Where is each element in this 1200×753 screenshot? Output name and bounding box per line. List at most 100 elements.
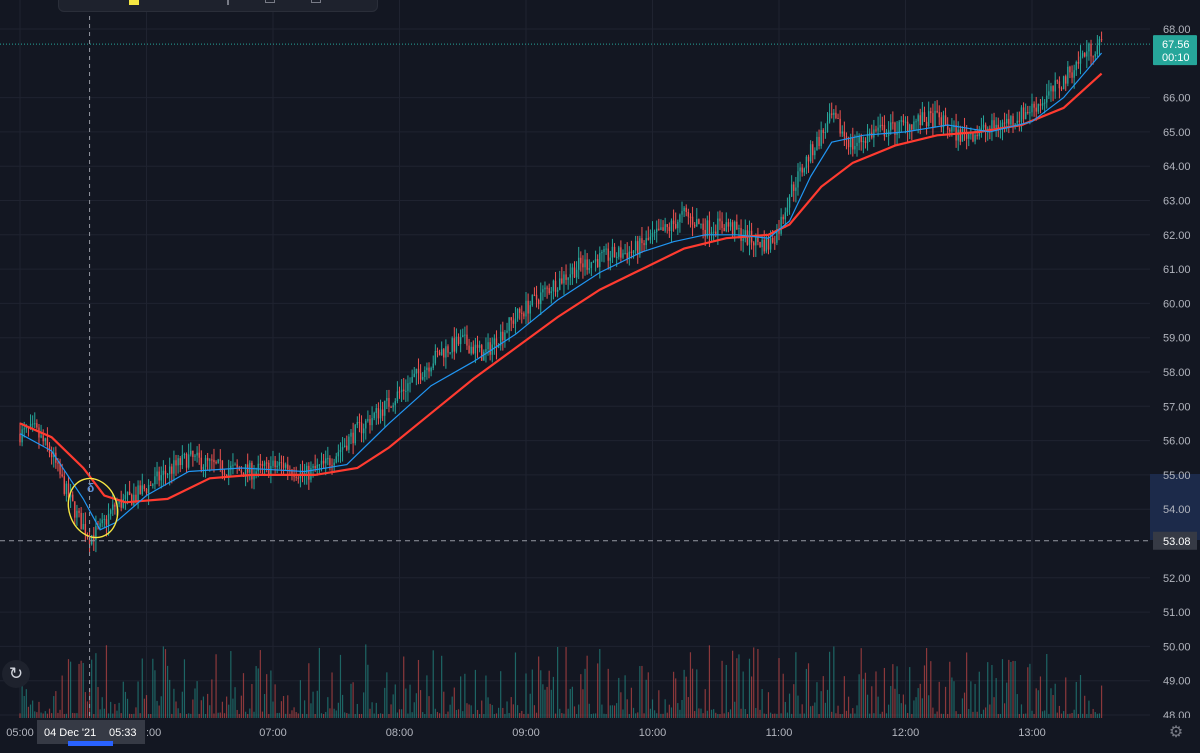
candle-body [531, 294, 534, 306]
color-swatch-button[interactable] [129, 0, 139, 5]
candle-body [253, 475, 255, 480]
volume-bar [354, 713, 356, 718]
candle-body [1054, 80, 1056, 92]
candle-body [847, 139, 850, 148]
candle-body [696, 219, 698, 227]
candle-body [605, 248, 607, 250]
volume-bar [70, 661, 72, 718]
volume-bar [795, 652, 797, 718]
reset-chart-button[interactable]: ↻ [2, 660, 30, 688]
candle-body [656, 228, 658, 232]
volume-bar [554, 713, 557, 718]
candle-body [852, 137, 854, 150]
candle-body [755, 235, 757, 246]
candle-body [162, 470, 165, 476]
candle-body [1075, 61, 1077, 71]
time-tick-label: 09:00 [512, 727, 540, 739]
volume-bar [755, 708, 757, 718]
volume-bar [240, 695, 242, 718]
candle-body [42, 435, 44, 442]
price-tick-label: 58.00 [1163, 367, 1191, 379]
volume-bar [1060, 713, 1063, 718]
volume-bar [453, 687, 455, 718]
time-tick-label: 11:00 [766, 727, 793, 739]
volume-bar [744, 708, 746, 718]
volume-bar [34, 711, 36, 718]
settings-button[interactable]: ⚙ [1165, 722, 1187, 744]
candle-body [327, 458, 329, 460]
price-tick-label: 63.00 [1163, 196, 1191, 208]
tool-3-button[interactable] [311, 0, 321, 3]
volume-bar [259, 650, 261, 718]
volume-bar [928, 695, 930, 718]
candle-body [398, 391, 401, 393]
volume-bar [141, 658, 143, 718]
volume-bar [257, 668, 259, 718]
volume-bar [249, 708, 251, 718]
volume-bar [561, 713, 563, 718]
volume-bar [925, 648, 928, 718]
candle-body [303, 472, 306, 475]
candle-body [443, 349, 445, 358]
candle-body [599, 252, 601, 268]
candle-body [767, 238, 770, 250]
volume-bar [462, 711, 464, 718]
candle-body [249, 462, 251, 473]
candle-body [160, 475, 162, 481]
candle-body [995, 124, 997, 129]
volume-bar [192, 699, 194, 718]
candle-body [101, 519, 103, 524]
volume-bar [1010, 661, 1012, 718]
candle-body [786, 207, 789, 213]
volume-bar [460, 676, 462, 718]
volume-bar [885, 713, 888, 718]
candle-body [712, 231, 715, 233]
candle-body [763, 239, 765, 252]
volume-bar [721, 660, 723, 718]
candle-body [346, 445, 348, 450]
tool-2-button[interactable] [265, 0, 275, 3]
price-axis[interactable]: 68.00 66.00 65.00 64.00 63.00 62.00 61.00 60.00… [1150, 0, 1200, 722]
volume-bar [251, 684, 253, 718]
price-tick-label: 49.00 [1163, 676, 1191, 688]
volume-bar [502, 707, 504, 718]
candle-body [725, 222, 727, 232]
candle-body [968, 133, 970, 139]
volume-bar [957, 713, 959, 718]
volume-bar [909, 667, 911, 718]
candle-body [518, 308, 521, 313]
candle-body [179, 458, 181, 466]
volume-bar [476, 709, 479, 718]
candle-body [582, 263, 584, 268]
time-axis[interactable]: 05:00:00 07:00 08:00 09:00 10:00 11:00 12:00 13… [0, 718, 1200, 753]
volume-bar [331, 672, 333, 718]
volume-bar [236, 709, 238, 718]
candle-body [1006, 118, 1008, 124]
candle-body [738, 228, 740, 230]
candle-body [206, 457, 209, 461]
candle-body [489, 342, 491, 355]
volume-bar [483, 713, 485, 718]
candle-body [126, 491, 129, 496]
volume-bar [339, 654, 342, 718]
candle-body [569, 274, 571, 278]
volume-bar [879, 713, 881, 718]
volume-bar [1086, 713, 1088, 718]
volume-bar [949, 661, 951, 718]
candle-body [940, 117, 943, 128]
volume-bar [1006, 682, 1008, 718]
candle-body [567, 277, 569, 280]
candle-body [504, 332, 506, 341]
time-tick-label: 05:00 [6, 727, 34, 739]
volume-bar [628, 714, 630, 718]
candle-body [647, 238, 649, 240]
volume-bar [677, 703, 679, 718]
volume-bar [649, 708, 651, 718]
volume-bar [622, 709, 624, 718]
volume-bar [42, 713, 44, 718]
volume-bar [618, 677, 620, 718]
tool-1-button[interactable] [227, 0, 229, 5]
candle-body [615, 256, 618, 258]
candle-body [474, 344, 477, 354]
